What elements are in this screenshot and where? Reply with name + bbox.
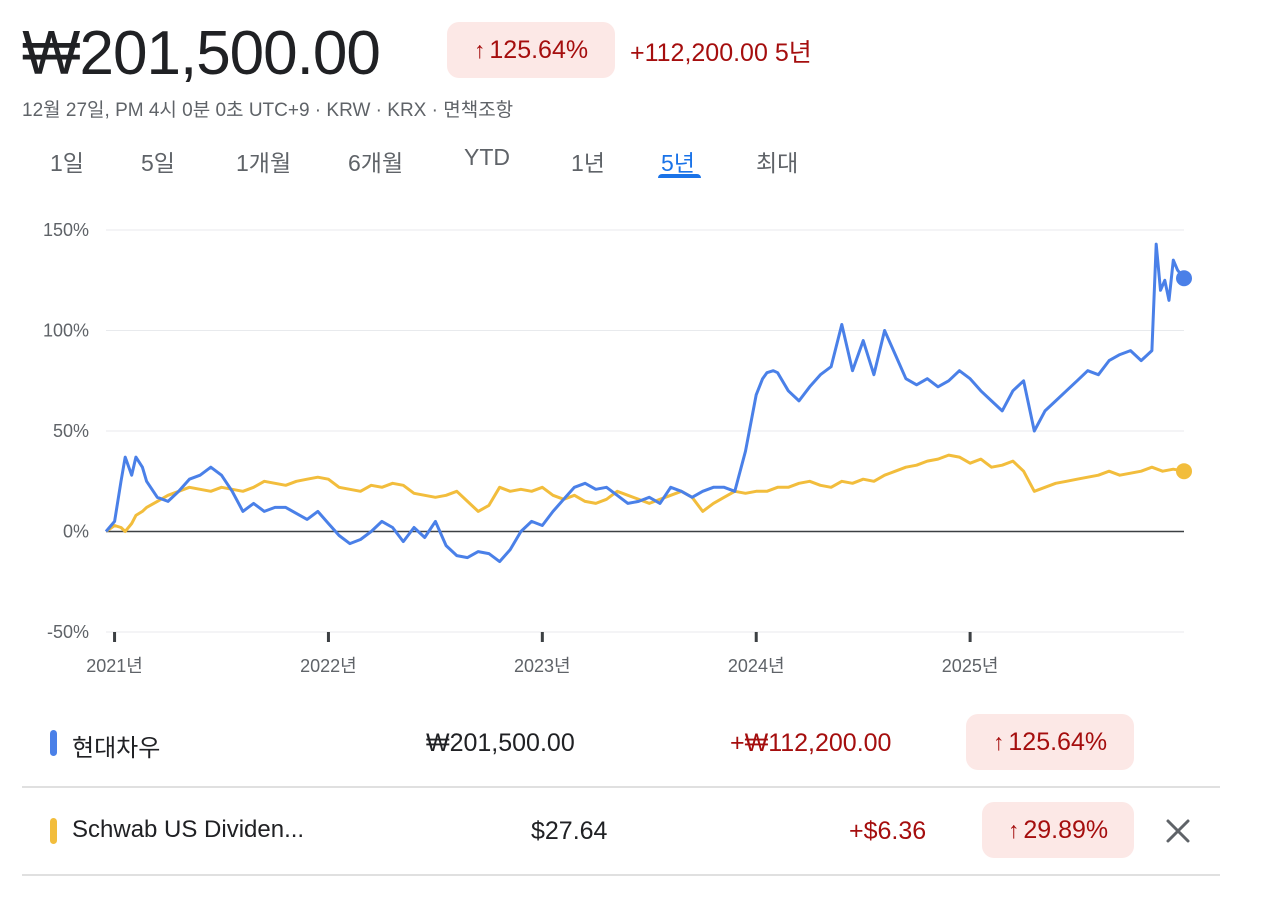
row-price: ₩201,500.00 [426,729,575,757]
y-tick-label: -50% [47,622,89,642]
row-name: 현대차우 [72,735,161,762]
y-tick-label: 50% [53,421,89,441]
close-icon[interactable] [1160,813,1196,849]
absolute-change-value: +112,200.00 [630,39,768,67]
x-tick-label: 2021년 [86,656,143,676]
series-endpoint-schd [1176,463,1192,480]
series-endpoint-hyundai-pref [1176,270,1192,287]
x-tick-label: 2023년 [514,656,571,676]
series-line-schd [105,453,1185,533]
tab-1-day[interactable]: 1일 [50,150,84,176]
tab-max[interactable]: 최대 [756,150,799,176]
tab-ytd[interactable]: YTD [464,144,510,170]
row-percent: 125.64% [1008,727,1108,756]
row-percent: 29.89% [1023,815,1109,844]
series-color-swatch [50,730,57,756]
chart-gridlines [106,229,1184,633]
tab-6-month[interactable]: 6개월 [348,150,404,176]
x-tick-label: 2022년 [300,656,357,676]
row-price: $27.64 [531,817,608,845]
row-divider [22,786,1220,788]
arrow-up-icon: ↑ [1007,816,1020,843]
series-line-hyundai-pref [104,242,1186,564]
series-color-swatch [50,818,57,844]
row-percent-badge: ↑ 29.89% [982,802,1134,858]
percent-change-badge: ↑ 125.64% [447,22,615,78]
current-price: ₩201,500.00 [22,19,381,88]
y-axis-labels: 150% 100% 50% 0% -50% [43,220,89,642]
comparison-row[interactable]: 현대차우 ₩201,500.00 +₩112,200.00 ↑ 125.64% [22,700,1220,786]
arrow-up-icon: ↑ [992,728,1005,755]
performance-chart[interactable]: 150%100%50%0%-50% 2021년 2022년 2023년 2024년 20… [0,200,1280,690]
y-tick-label: 100% [43,321,89,341]
tab-1-month[interactable]: 1개월 [236,150,292,176]
x-tick-label: 2025년 [942,656,999,676]
row-change: +₩112,200.00 [730,729,892,757]
x-axis-labels: 2021년 2022년 2023년 2024년 2025년 [86,632,998,676]
y-tick-label: 0% [63,522,89,542]
percent-change-value: 125.64% [489,35,589,64]
chart-series [104,242,1192,564]
range-tabs: 1일 5일 1개월 6개월 YTD 1년 5년 최대 [0,140,1280,186]
row-percent-badge: ↑ 125.64% [966,714,1134,770]
tab-1-year[interactable]: 1년 [571,150,605,176]
absolute-change: +112,200.00 5년 [630,33,812,69]
active-tab-indicator [658,174,701,178]
row-change: +$6.36 [849,817,927,845]
y-tick-label: 150% [43,220,89,240]
row-name: Schwab US Dividen... [72,816,305,843]
tab-5-day[interactable]: 5일 [141,150,175,176]
quote-meta: 12월 27일, PM 4시 0분 0초 UTC+9 · KRW · KRX ·… [22,100,514,121]
tab-5-year[interactable]: 5년 [661,150,695,176]
change-period: 5년 [774,39,812,67]
comparison-row[interactable]: Schwab US Dividen... $27.64 +$6.36 ↑ 29.… [22,788,1220,874]
row-divider [22,874,1220,876]
arrow-up-icon: ↑ [473,36,486,63]
x-tick-label: 2024년 [728,656,785,676]
